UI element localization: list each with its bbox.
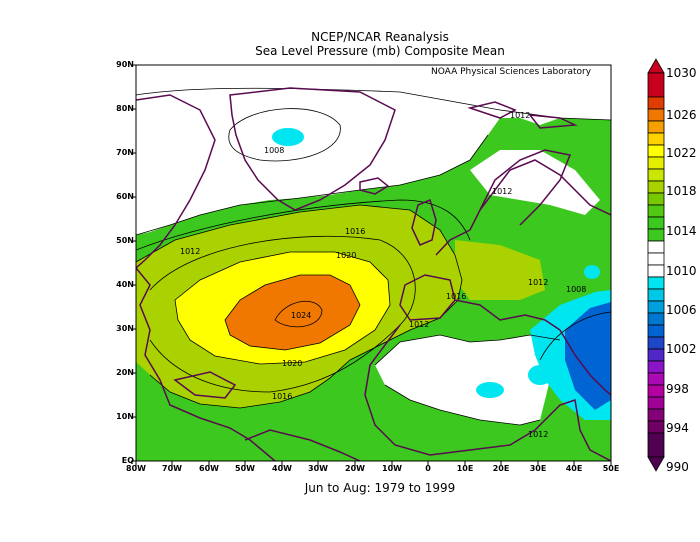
field-1006-sahara [476, 382, 504, 398]
lat-label: 40N [116, 280, 134, 289]
lon-label: 30W [308, 464, 328, 473]
lat-label: 20N [116, 368, 134, 377]
svalbard-coast [467, 101, 517, 119]
field-1010-scandinavia [470, 150, 600, 215]
europe-coast [435, 159, 611, 256]
plot-frame [135, 64, 612, 462]
lon-label: 70W [162, 464, 182, 473]
lon-label: 20E [492, 464, 510, 473]
contour-1018 [149, 235, 416, 393]
contour-label: 1020 [336, 251, 357, 260]
field-1010-north [136, 65, 611, 235]
lat-label: 60N [116, 192, 134, 201]
contour-label: 1012 [180, 247, 201, 256]
mediterranean-coast [454, 299, 561, 331]
iceland-coast [359, 177, 390, 195]
lon-label: 10E [456, 464, 474, 473]
nz-coast [528, 114, 578, 129]
colorbar-bottom-arrow [647, 456, 665, 472]
colorbar-label: 1014 [666, 224, 697, 238]
map-subtitle: Sea Level Pressure (mb) Composite Mean [255, 44, 505, 58]
canada-coast [136, 94, 216, 269]
contour-1012-north [136, 87, 611, 121]
colorbar-label: 1026 [666, 108, 697, 122]
field-1010-africa [375, 335, 560, 425]
lon-label: 50W [235, 464, 255, 473]
colorbar-label: 1006 [666, 303, 697, 317]
contour-1020 [174, 251, 391, 365]
colorbar-label: 1010 [666, 264, 697, 278]
field-1002-mideast [565, 302, 611, 410]
lon-label: 80W [126, 464, 146, 473]
iberia-coast [399, 274, 456, 321]
colorbar-label: 998 [666, 382, 689, 396]
contour-1014-atlantic [136, 199, 471, 251]
colorbar-label: 994 [666, 421, 689, 435]
contour-1012-africa [384, 384, 541, 426]
contour-label: 1012 [528, 430, 549, 439]
colorbar-label: 1022 [666, 146, 697, 160]
contour-label: 1020 [282, 359, 303, 368]
contour-label: 1016 [345, 227, 366, 236]
southamerica-coast [244, 429, 361, 461]
lat-label: EQ [121, 456, 134, 465]
contour-1014-africa [374, 334, 561, 366]
lon-label: 40W [272, 464, 292, 473]
contour-label: 1012 [528, 278, 549, 287]
field-1006-caspian [584, 265, 600, 279]
lat-label: 80N [116, 104, 134, 113]
colorbar-label: 1018 [666, 184, 697, 198]
colorbar [647, 58, 665, 472]
field-1006-greenland [272, 128, 304, 146]
contour-label: 1008 [566, 285, 587, 294]
uk-coast [411, 198, 437, 246]
lon-label: 40E [565, 464, 583, 473]
contour-label: 1012 [492, 187, 513, 196]
contour-1024 [274, 301, 323, 328]
caribbean-coast [173, 371, 237, 399]
lon-label: 60W [199, 464, 219, 473]
arabia-coast [559, 329, 611, 396]
field-1026-band [225, 275, 360, 350]
lat-label: 30N [116, 324, 134, 333]
lon-label: 20W [345, 464, 365, 473]
colorbar-label: 1030 [666, 66, 697, 80]
africa-coast [364, 324, 611, 461]
contour-mideast [539, 311, 611, 361]
field-1006-arabia [528, 365, 552, 385]
field-1018-europe [455, 240, 545, 300]
colorbar-label: 990 [666, 460, 689, 474]
map-title: NCEP/NCAR Reanalysis [311, 30, 449, 44]
lat-label: 10N [116, 412, 134, 421]
lat-label: 70N [116, 148, 134, 157]
lon-label: 50E [602, 464, 620, 473]
credit-label: NOAA Physical Sciences Laboratory [431, 67, 592, 77]
colorbar-label: 1002 [666, 342, 697, 356]
contour-greenland [228, 108, 341, 162]
lat-label: 90N [116, 60, 134, 69]
scandinavia-coast [479, 149, 572, 226]
contour-label: 1012 [510, 111, 531, 120]
contour-label: 1016 [272, 392, 293, 401]
northamerica-coast [136, 267, 276, 461]
contour-1022 [224, 274, 361, 351]
contour-label: 1012 [409, 320, 430, 329]
period-caption: Jun to Aug: 1979 to 1999 [304, 481, 456, 495]
lat-label: 50N [116, 236, 134, 245]
lon-label: 0 [425, 464, 431, 473]
lon-label: 10W [382, 464, 402, 473]
lon-label: 30E [529, 464, 547, 473]
contour-label: 1008 [264, 146, 285, 155]
contour-label: 1016 [446, 292, 467, 301]
contour-label: 1024 [291, 311, 312, 320]
colorbar-top-arrow [647, 58, 665, 74]
greenland-coast [229, 87, 396, 211]
